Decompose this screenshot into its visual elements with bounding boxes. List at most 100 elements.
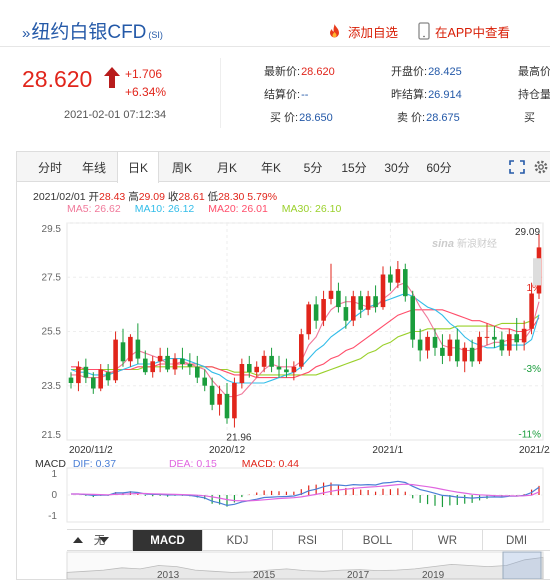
- ma5-line: [71, 282, 540, 398]
- candle-body-10: [143, 358, 148, 373]
- indicator-tab-4[interactable]: BOLL: [343, 530, 413, 551]
- chart-canvas[interactable]: 29.5 27.5 25.5 23.5 21.5 1% -3% -11% 2020/11/2 20…: [17, 152, 550, 580]
- high-price-field: 最高价: [518, 63, 550, 79]
- candle-body-28: [276, 366, 282, 370]
- candle-9: [135, 323, 141, 365]
- open-price-field: 开盘价:28.425: [391, 63, 462, 79]
- candle-body-49: [432, 336, 438, 348]
- tab-6[interactable]: 5分: [303, 161, 323, 175]
- y-pct-tick-2: 1%: [527, 283, 542, 294]
- macd-tick-0: 1: [51, 469, 57, 480]
- candle-body-60: [514, 334, 519, 343]
- ask-price-label: 卖 价:: [397, 112, 426, 124]
- nav-year-0: 2013: [157, 570, 180, 580]
- candle-body-32: [306, 304, 311, 335]
- ma30-line: [71, 314, 540, 376]
- ohlc-open-label: 开: [88, 191, 99, 203]
- settings-icon[interactable]: [533, 159, 549, 175]
- candle-56: [484, 323, 490, 346]
- candle-24: [247, 355, 252, 378]
- open-in-app-button[interactable]: 在APP中查看: [418, 22, 510, 41]
- candle-44: [395, 260, 401, 289]
- candle-body-15: [180, 358, 185, 364]
- caret-down-icon: [99, 537, 109, 543]
- candle-59: [507, 328, 512, 356]
- candle-53: [462, 342, 467, 373]
- candle-60: [514, 317, 519, 351]
- y-tick-3: 23.5: [42, 381, 62, 392]
- tab-5[interactable]: 年K: [260, 161, 281, 175]
- flame-icon: [330, 24, 339, 38]
- candle-body-6: [113, 339, 118, 381]
- tab-9[interactable]: 60分: [426, 161, 452, 175]
- candle-14: [172, 353, 178, 375]
- watermark-text: 新浪财经: [457, 237, 497, 250]
- candle-body-9: [135, 339, 141, 359]
- ma-legend-2: MA20: 26.01: [208, 203, 268, 215]
- tab-1[interactable]: 年线: [81, 161, 106, 175]
- prev-settle-value: 26.914: [428, 89, 462, 101]
- up-arrow-icon: [104, 67, 120, 88]
- open-interest-label: 持仓量: [518, 89, 550, 101]
- candle-5: [105, 364, 111, 386]
- tab-8[interactable]: 30分: [384, 161, 410, 175]
- indicator-tab-3[interactable]: RSI: [273, 530, 343, 551]
- candle-31: [299, 328, 304, 370]
- candle-46: [410, 290, 415, 348]
- candle-body-18: [202, 377, 207, 386]
- candle-body-33: [313, 304, 319, 321]
- settle-price-label: 结算价:: [264, 89, 301, 101]
- macd-tick-1: 0: [51, 490, 57, 501]
- tab-0[interactable]: 分时: [37, 161, 62, 175]
- latest-price-value: 28.620: [301, 66, 335, 78]
- candle-body-39: [358, 296, 363, 310]
- dif-label: DIF:: [72, 458, 93, 470]
- dif-legend: DIF: 0.37: [73, 458, 116, 470]
- nav-arrows[interactable]: [73, 534, 113, 546]
- candle-39: [358, 290, 363, 318]
- candle-body-44: [395, 269, 401, 283]
- indicator-tab-2[interactable]: KDJ: [203, 530, 273, 551]
- x-label-1: 2020/12: [209, 445, 246, 456]
- bid-price-value: 28.650: [299, 112, 333, 124]
- candle-body-31: [299, 334, 304, 367]
- candle-37: [343, 296, 349, 329]
- candle-12: [157, 347, 163, 373]
- open-price-label: 开盘价:: [391, 66, 428, 78]
- candle-body-53: [462, 347, 467, 362]
- tab-4[interactable]: 月K: [216, 161, 237, 175]
- candle-1: [76, 361, 81, 392]
- candle-20: [217, 385, 222, 416]
- tab-7[interactable]: 15分: [341, 161, 367, 175]
- candle-body-40: [365, 296, 371, 310]
- candle-47: [417, 328, 423, 362]
- tab-2[interactable]: 日K: [117, 152, 159, 183]
- instrument-code: (SI): [148, 30, 163, 40]
- indicator-tab-6[interactable]: DMI: [483, 530, 550, 551]
- ohlc-high-label: 高: [128, 191, 139, 203]
- y-tick-0: 29.5: [42, 224, 62, 235]
- candle-body-35: [328, 290, 334, 299]
- add-favorite-button[interactable]: 添加自选: [326, 22, 398, 41]
- indicator-tab-1[interactable]: MACD: [133, 530, 203, 551]
- candle-10: [143, 350, 148, 375]
- ma10-line: [70, 292, 540, 384]
- indicator-tab-0[interactable]: 无: [67, 530, 133, 551]
- macd-value-legend: MACD: 0.44: [242, 458, 299, 470]
- candle-body-13: [165, 355, 170, 370]
- y-pct-tick-4: -11%: [518, 429, 541, 440]
- candle-body-36: [336, 290, 341, 308]
- candle-body-4: [98, 369, 103, 389]
- candle-body-47: [417, 339, 423, 351]
- tab-3[interactable]: 周K: [171, 161, 192, 175]
- indicator-tab-5[interactable]: WR: [413, 530, 483, 551]
- x-label-3: 2021/2/1: [519, 445, 550, 456]
- fullscreen-icon[interactable]: [509, 160, 525, 174]
- y-pct-tick-3: -3%: [523, 364, 541, 375]
- ask-price-field: 卖 价:28.675: [397, 109, 460, 125]
- candle-51: [447, 334, 453, 362]
- settle-price-field: 结算价:--: [264, 86, 308, 102]
- candle-body-50: [440, 347, 445, 356]
- dif-value: 0.37: [95, 458, 117, 470]
- candle-body-51: [447, 339, 453, 356]
